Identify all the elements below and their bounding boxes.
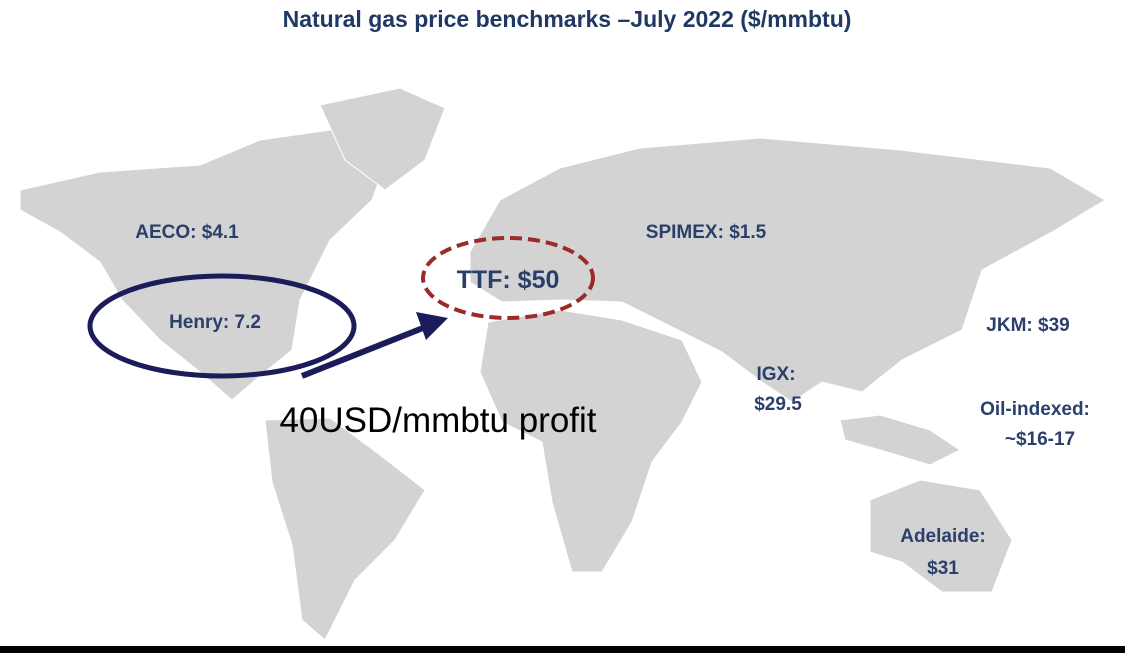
ttf-highlight bbox=[421, 236, 595, 320]
benchmark-label: IGX: $29.5 bbox=[754, 364, 802, 415]
henry-highlight bbox=[87, 273, 357, 379]
eurasia bbox=[469, 137, 1106, 403]
africa bbox=[479, 309, 703, 573]
benchmark-label: Adelaide: $31 bbox=[900, 526, 986, 579]
north-america bbox=[19, 129, 391, 401]
benchmark-label: JKM: $39 bbox=[986, 315, 1069, 336]
world-map bbox=[19, 87, 1106, 641]
arrow-shaft bbox=[300, 323, 430, 379]
arrow-head bbox=[416, 312, 448, 340]
annotation: 40USD/mmbtu profit bbox=[279, 401, 596, 440]
indonesia bbox=[839, 414, 961, 466]
benchmark-label: AECO: $4.1 bbox=[135, 222, 239, 243]
australia bbox=[869, 479, 1013, 593]
greenland bbox=[319, 87, 446, 191]
map-title: Natural gas price benchmarks –July 2022 … bbox=[283, 6, 852, 32]
south-america bbox=[264, 417, 426, 641]
benchmark-label: Oil-indexed: ~$16-17 bbox=[980, 399, 1090, 450]
benchmark-label: Henry: 7.2 bbox=[169, 312, 261, 333]
benchmark-label: TTF: $50 bbox=[457, 266, 560, 294]
bottom-bar bbox=[0, 646, 1125, 653]
benchmark-label: SPIMEX: $1.5 bbox=[646, 222, 767, 243]
